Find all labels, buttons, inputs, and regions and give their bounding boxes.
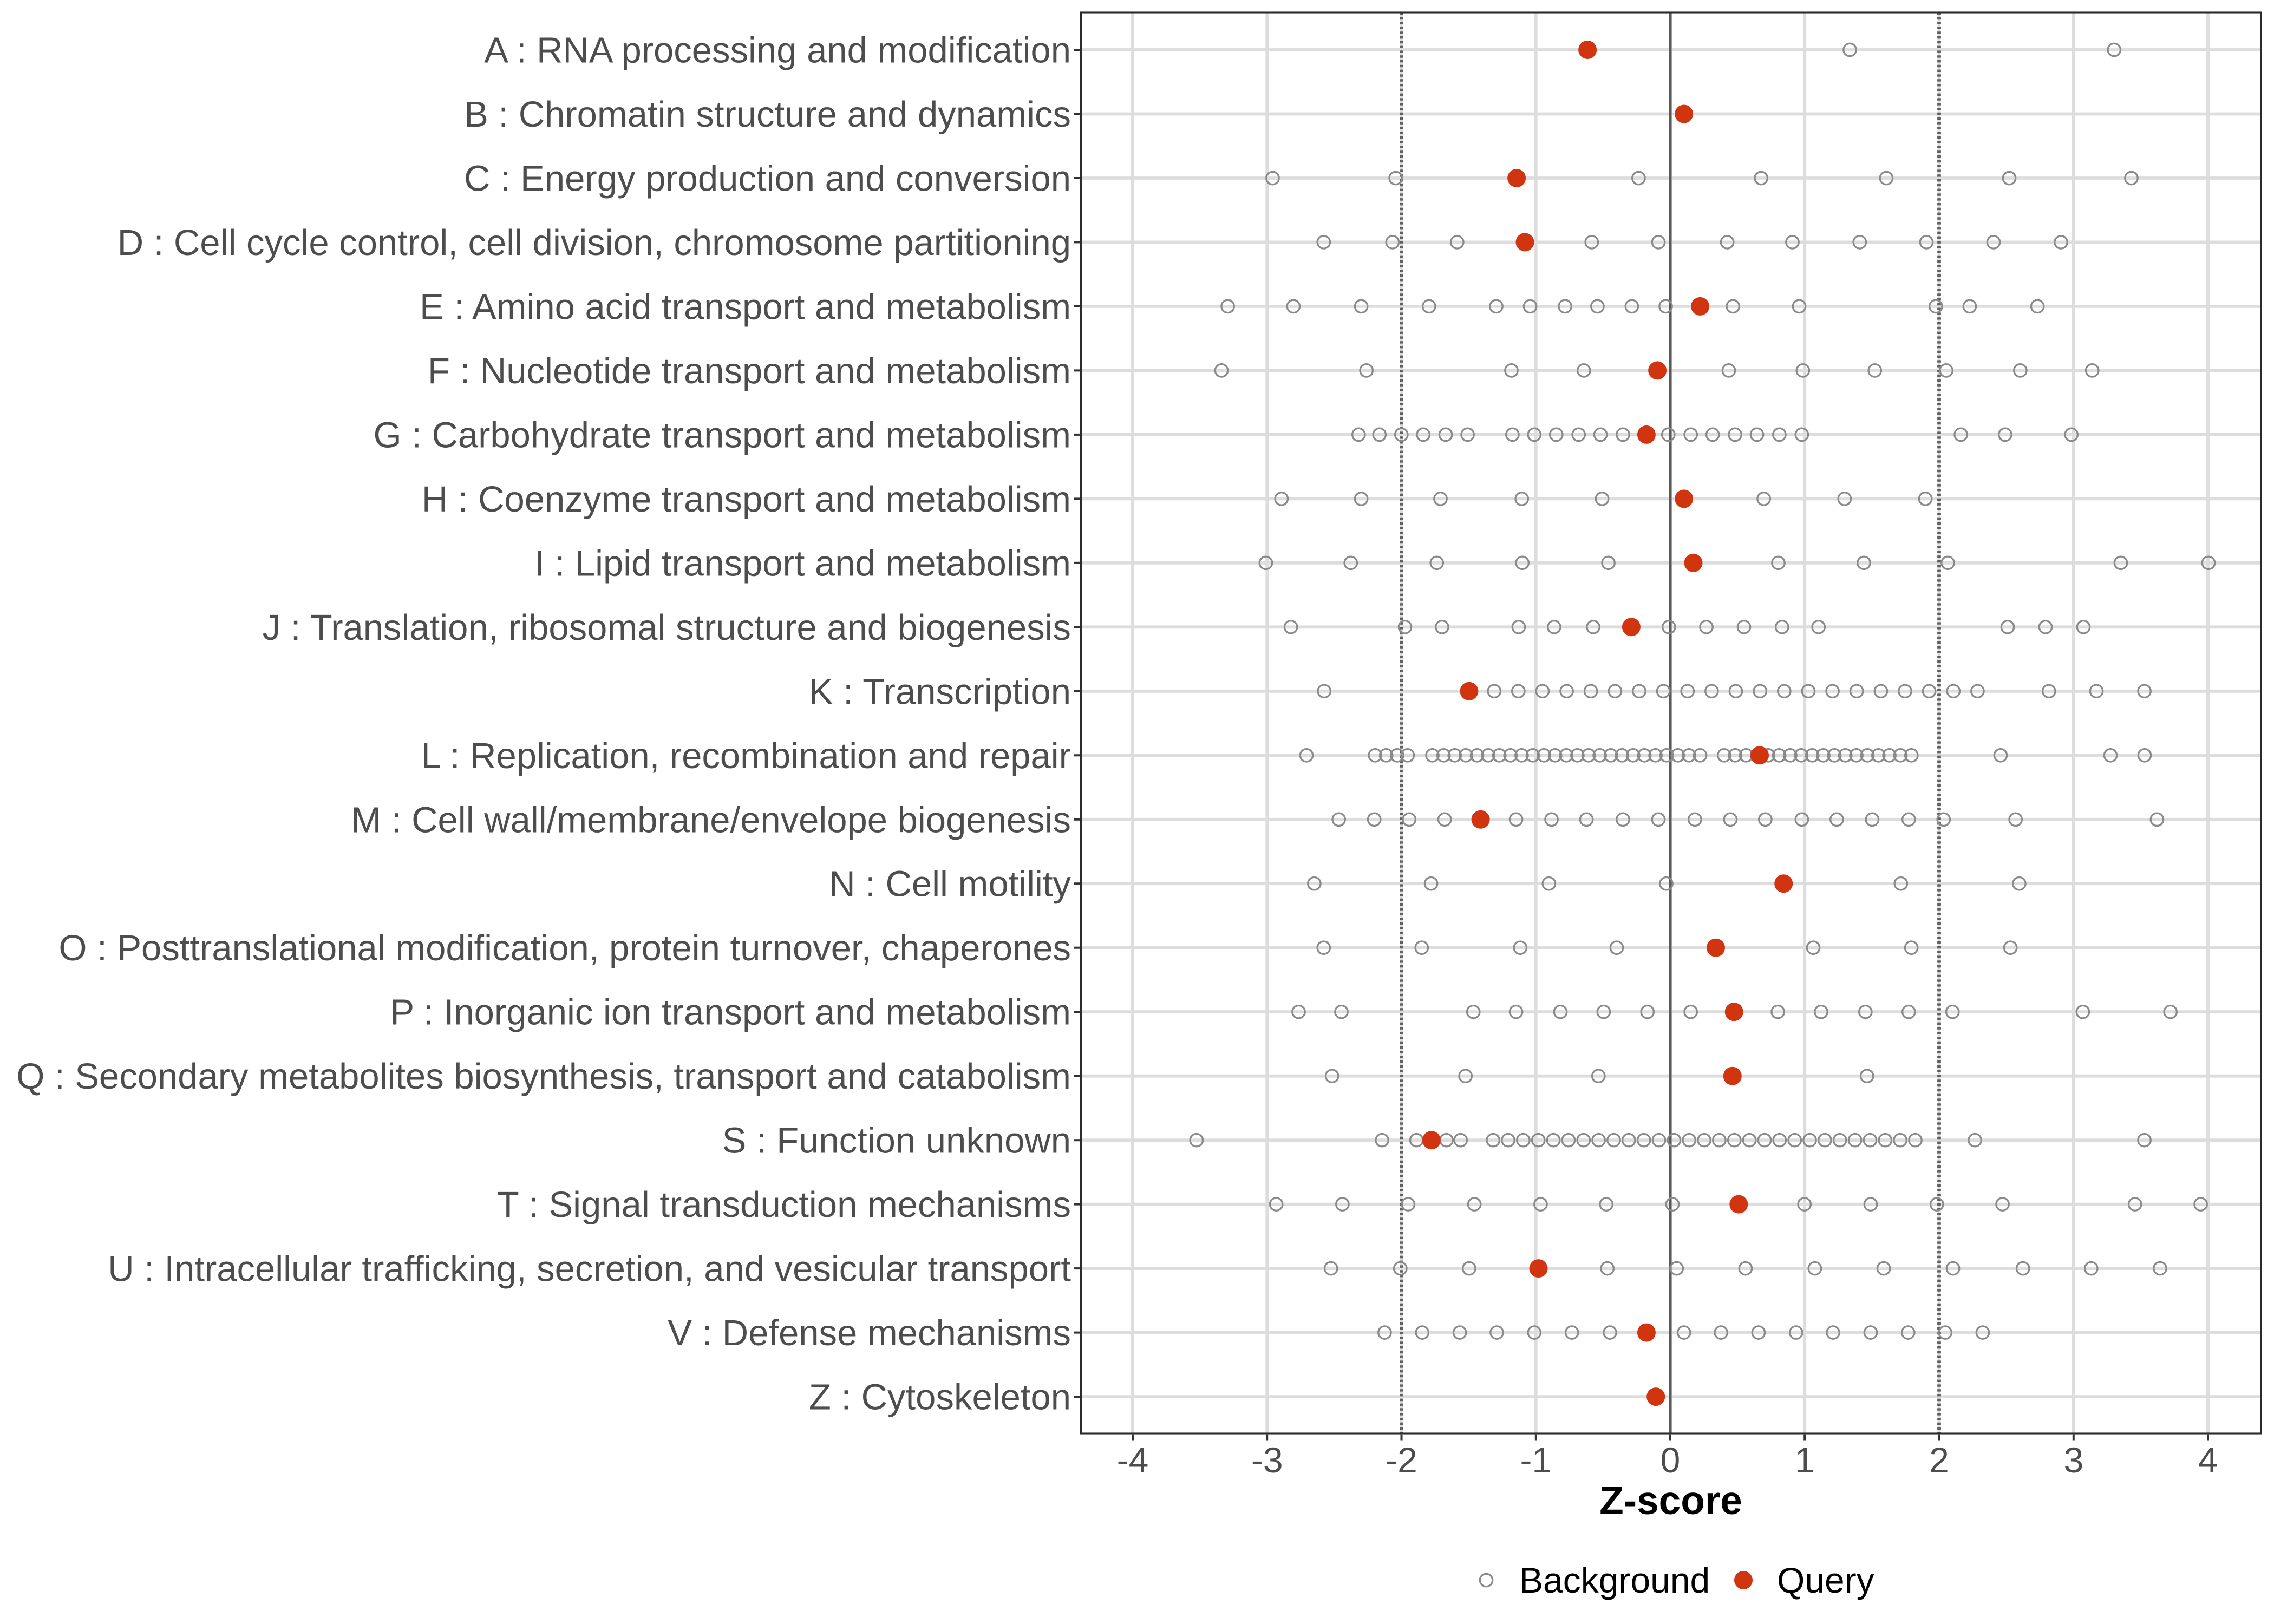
- svg-text:S : Function unknown: S : Function unknown: [722, 1121, 1071, 1161]
- svg-text:B : Chromatin structure and dy: B : Chromatin structure and dynamics: [464, 94, 1071, 135]
- svg-text:1: 1: [1795, 1440, 1815, 1480]
- svg-text:V : Defense mechanisms: V : Defense mechanisms: [668, 1313, 1071, 1353]
- svg-text:M : Cell wall/membrane/envelop: M : Cell wall/membrane/envelope biogenes…: [351, 800, 1071, 840]
- svg-text:4: 4: [2198, 1440, 2218, 1480]
- svg-text:-4: -4: [1117, 1440, 1149, 1480]
- svg-text:F : Nucleotide transport and m: F : Nucleotide transport and metabolism: [428, 351, 1071, 391]
- svg-text:Z-score: Z-score: [1599, 1479, 1742, 1523]
- svg-text:N : Cell motility: N : Cell motility: [829, 864, 1071, 905]
- svg-text:C : Energy production and conv: C : Energy production and conversion: [464, 159, 1071, 199]
- svg-text:A : RNA processing and modific: A : RNA processing and modification: [484, 30, 1071, 71]
- svg-text:T : Signal transduction mechan: T : Signal transduction mechanisms: [497, 1184, 1071, 1225]
- svg-text:D : Cell cycle control, cell d: D : Cell cycle control, cell division, c…: [117, 222, 1071, 263]
- svg-text:-1: -1: [1520, 1440, 1552, 1480]
- svg-text:Q : Secondary metabolites bios: Q : Secondary metabolites biosynthesis, …: [16, 1056, 1071, 1097]
- svg-text:3: 3: [2063, 1440, 2083, 1480]
- svg-text:Z : Cytoskeleton: Z : Cytoskeleton: [809, 1377, 1071, 1418]
- svg-text:L : Replication, recombination: L : Replication, recombination and repai…: [421, 736, 1071, 776]
- svg-text:I : Lipid transport and metabo: I : Lipid transport and metabolism: [534, 543, 1071, 584]
- svg-text:O : Posttranslational modifica: O : Posttranslational modification, prot…: [58, 928, 1071, 968]
- svg-text:Background: Background: [1519, 1560, 1710, 1600]
- svg-text:J : Translation, ribosomal str: J : Translation, ribosomal structure and…: [263, 607, 1071, 648]
- svg-text:-2: -2: [1386, 1440, 1417, 1480]
- svg-text:2: 2: [1929, 1440, 1949, 1480]
- svg-text:-3: -3: [1251, 1440, 1283, 1480]
- svg-text:0: 0: [1661, 1440, 1681, 1480]
- svg-text:Query: Query: [1777, 1560, 1874, 1600]
- svg-text:P : Inorganic ion transport an: P : Inorganic ion transport and metaboli…: [390, 992, 1071, 1033]
- svg-text:E : Amino acid transport and m: E : Amino acid transport and metabolism: [420, 286, 1071, 327]
- svg-text:H : Coenzyme transport and met: H : Coenzyme transport and metabolism: [422, 479, 1071, 520]
- svg-text:U : Intracellular trafficking,: U : Intracellular trafficking, secretion…: [108, 1249, 1071, 1289]
- svg-text:K : Transcription: K : Transcription: [809, 671, 1071, 712]
- svg-text:G : Carbohydrate transport and: G : Carbohydrate transport and metabolis…: [373, 415, 1071, 455]
